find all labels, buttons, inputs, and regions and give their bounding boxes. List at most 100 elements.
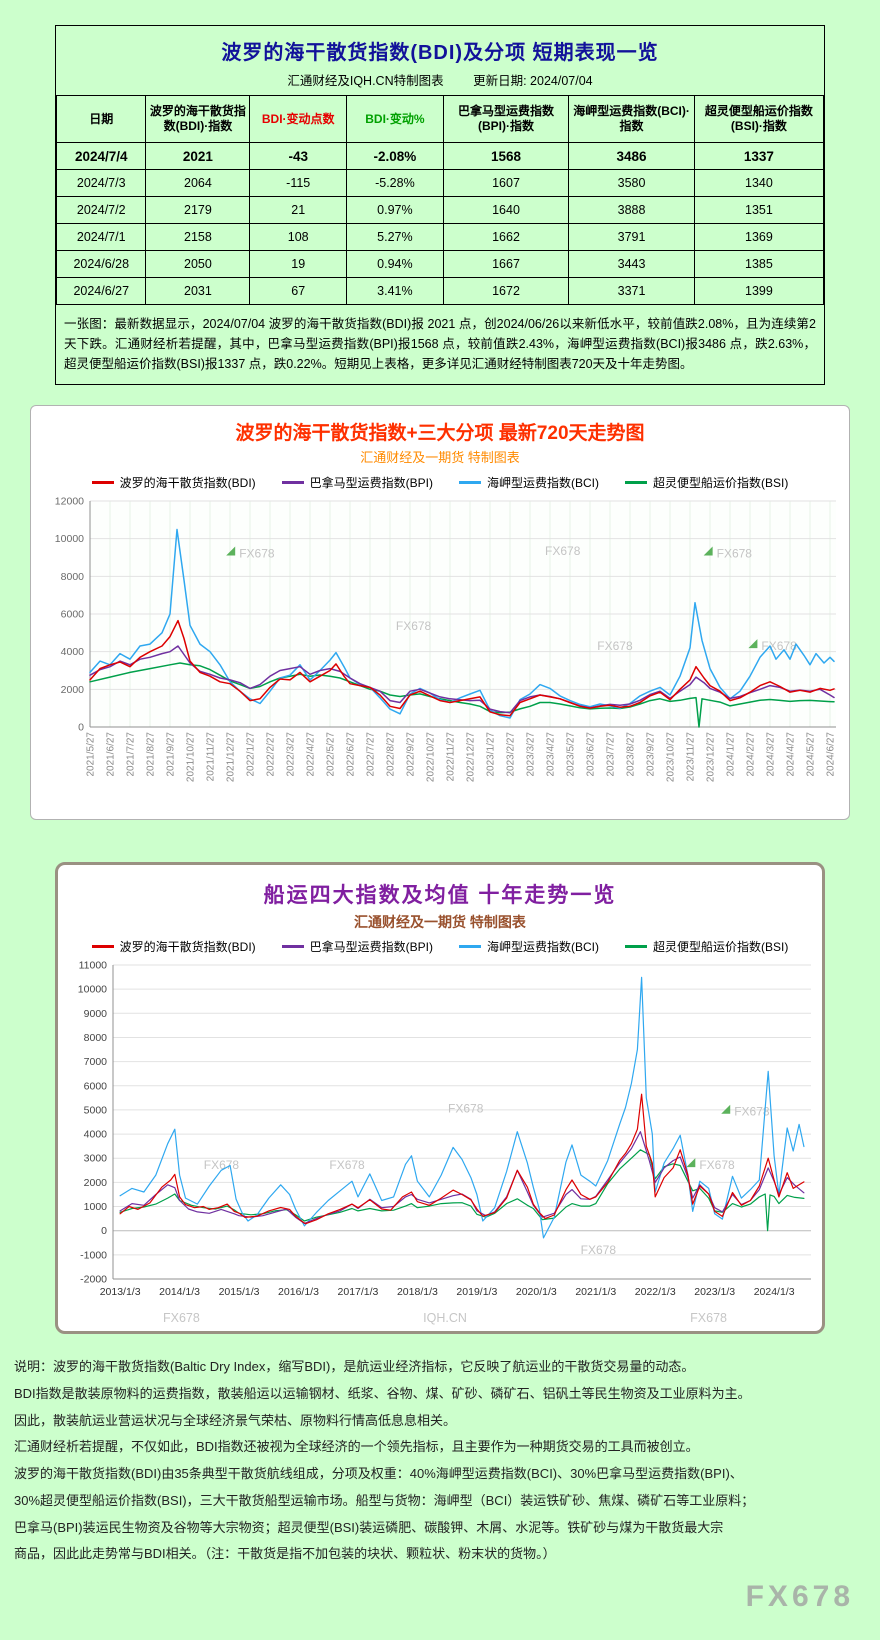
table-cell: 1337 xyxy=(693,142,825,170)
legend-swatch xyxy=(281,945,304,948)
x-tick-label: 2023/12/27 xyxy=(706,732,717,782)
page-title: 波罗的海干散货指数(BDI)及分项 短期表现一览 xyxy=(221,42,659,64)
series-line xyxy=(89,528,835,719)
x-tick-label: 2022/12/27 xyxy=(466,732,477,782)
chart2-footer-watermarks: FX678 IQH.CN FX678 xyxy=(58,1309,822,1325)
table-row: 2024/7/4 2021 -43 -2.08% 1568 3486 1337 xyxy=(55,142,825,170)
watermark-triangle-icon xyxy=(748,639,758,649)
x-tick-label: 2023/2/27 xyxy=(506,732,517,777)
table-cell: 0.97% xyxy=(346,196,444,224)
x-tick-label: 2022/2/27 xyxy=(266,732,277,777)
plot-area xyxy=(113,965,811,1279)
x-tick-label: 2022/5/27 xyxy=(326,732,337,777)
x-tick-label: 2022/10/27 xyxy=(426,732,437,782)
summary-note: 一张图：最新数据显示，2024/07/04 波罗的海干散货指数(BDI)报 20… xyxy=(64,317,816,371)
table-cell: 1369 xyxy=(693,223,825,251)
subtitle-source: 汇通财经及IQH.CN特制图表 xyxy=(287,74,444,88)
y-tick-label: 4000 xyxy=(61,646,85,658)
y-tick-label: 12000 xyxy=(55,496,84,508)
column-header: 巴拿马型运费指数(BPI)·指数 xyxy=(442,95,570,143)
x-tick-label: 2023/5/27 xyxy=(566,732,577,777)
chart1-svg: 2021/5/27 2021/6/27 2021/7/27 2021/8/27 2021… xyxy=(55,496,837,783)
legend-label: 超灵便型船运价指数(BSI) xyxy=(653,940,789,954)
legend-item: 超灵便型船运价指数(BSI) xyxy=(625,474,788,491)
x-tick-label: 2022/7/27 xyxy=(366,732,377,777)
table-cell: 2024/6/27 xyxy=(55,277,147,305)
table-cell: 2064 xyxy=(145,169,251,197)
x-tick-label: 2023/1/3 xyxy=(694,1286,735,1298)
x-tick-label: 2021/8/27 xyxy=(146,732,157,777)
watermark-triangle-icon xyxy=(721,1104,731,1114)
table-cell: 108 xyxy=(249,223,348,251)
table-cell: 0.94% xyxy=(346,250,444,278)
table-cell: 1351 xyxy=(693,196,825,224)
legend-label: 波罗的海干散货指数(BDI) xyxy=(119,476,256,490)
x-tick-label: 2024/2/27 xyxy=(746,732,757,777)
series-line xyxy=(119,976,805,1239)
x-tick-label: 2020/1/3 xyxy=(516,1286,557,1298)
legend-label: 海岬型运费指数(BCI) xyxy=(487,940,599,954)
y-tick-label: 7000 xyxy=(84,1056,108,1068)
y-tick-label: 0 xyxy=(101,1225,107,1237)
explanation-line: 巴拿马(BPI)装运民生物资及谷物等大宗物资；超灵便型(BSI)装运磷肥、碳酸钾… xyxy=(14,1519,724,1535)
watermark-text: FX678 xyxy=(396,619,432,633)
y-tick-label: 8000 xyxy=(61,571,85,583)
table-row: 2024/7/3 2064 -115 -5.28% 1607 3580 1340 xyxy=(55,169,825,197)
legend-swatch xyxy=(281,481,304,484)
table-cell: -115 xyxy=(249,169,348,197)
table-cell: 1385 xyxy=(693,250,825,278)
chart2-title: 船运四大指数及均值 十年走势一览 xyxy=(263,884,617,907)
table-cell: 2158 xyxy=(145,223,251,251)
explanation-line: 波罗的海干散货指数(BDI)由35条典型干散货航线组成，分项及权重：40%海岬型… xyxy=(14,1466,743,1482)
y-tick-label: 6000 xyxy=(61,609,85,621)
column-header: 波罗的海干散货指数(BDI)·指数 xyxy=(145,95,251,143)
x-tick-label: 2021/6/27 xyxy=(106,732,117,777)
table-row: 2024/6/27 2031 67 3.41% 1672 3371 1399 xyxy=(55,277,825,305)
fx678-watermark: FX678 xyxy=(163,1311,200,1325)
table-cell: 1667 xyxy=(442,250,570,278)
x-tick-label: 2022/1/3 xyxy=(635,1286,676,1298)
table-cell: 3371 xyxy=(568,277,695,305)
watermark-text: FX678 xyxy=(699,1158,735,1172)
watermark-text: FX678 xyxy=(545,544,581,558)
table-cell: 3888 xyxy=(568,196,695,224)
x-tick-label: 2022/4/27 xyxy=(306,732,317,777)
legend-label: 海岬型运费指数(BCI) xyxy=(487,476,599,490)
table-cell: 1568 xyxy=(442,142,570,170)
table-cell: 2024/6/28 xyxy=(55,250,147,278)
y-tick-label: 2000 xyxy=(84,1177,108,1189)
legend-label: 巴拿马型运费指数(BPI) xyxy=(309,940,433,954)
summary-table-section: 波罗的海干散货指数(BDI)及分项 短期表现一览 汇通财经及IQH.CN特制图表… xyxy=(55,25,825,385)
x-tick-label: 2021/12/27 xyxy=(226,732,237,782)
x-tick-label: 2024/6/27 xyxy=(826,732,837,777)
table-cell: 3443 xyxy=(568,250,695,278)
y-tick-label: 1000 xyxy=(84,1201,108,1213)
watermark-text: FX678 xyxy=(597,639,633,653)
table-cell: 1640 xyxy=(442,196,570,224)
table-cell: 2179 xyxy=(145,196,251,224)
x-tick-label: 2022/9/27 xyxy=(406,732,417,777)
y-tick-label: 11000 xyxy=(79,960,108,972)
watermark-text: FX678 xyxy=(581,1243,617,1257)
x-tick-label: 2021/1/3 xyxy=(575,1286,616,1298)
fx678-watermark: FX678 xyxy=(690,1311,727,1325)
x-tick-label: 2021/5/27 xyxy=(86,732,97,777)
explanation-text: 说明：波罗的海干散货指数(Baltic Dry Index，缩写BDI)，是航运… xyxy=(14,1354,866,1568)
table-cell: 1340 xyxy=(693,169,825,197)
chart-720day-section: 波罗的海干散货指数+三大分项 最新720天走势图 汇通财经及一期货 特制图表 波… xyxy=(30,405,850,820)
series-line xyxy=(89,619,835,717)
chart2-subtitle: 汇通财经及一期货 特制图表 xyxy=(354,914,526,930)
series-line xyxy=(119,1093,805,1225)
table-cell: 2031 xyxy=(145,277,251,305)
y-tick-label: 6000 xyxy=(84,1080,108,1092)
watermark-triangle-icon xyxy=(703,546,713,556)
table-cell: 2050 xyxy=(145,250,251,278)
x-tick-label: 2024/3/27 xyxy=(766,732,777,777)
y-tick-label: 10000 xyxy=(78,984,107,996)
y-tick-label: -2000 xyxy=(80,1274,107,1286)
series-line xyxy=(89,645,835,714)
chart1-title: 波罗的海干散货指数+三大分项 最新720天走势图 xyxy=(235,423,645,444)
explanation-line: 商品，因此此走势常与BDI相关。（注：干散货是指不加包装的块状、颗粒状、粉末状的… xyxy=(14,1546,556,1562)
bdi-summary-table: 日期 波罗的海干散货指数(BDI)·指数 BDI·变动点数 BDI·变动% 巴拿马型运费… xyxy=(55,95,825,305)
